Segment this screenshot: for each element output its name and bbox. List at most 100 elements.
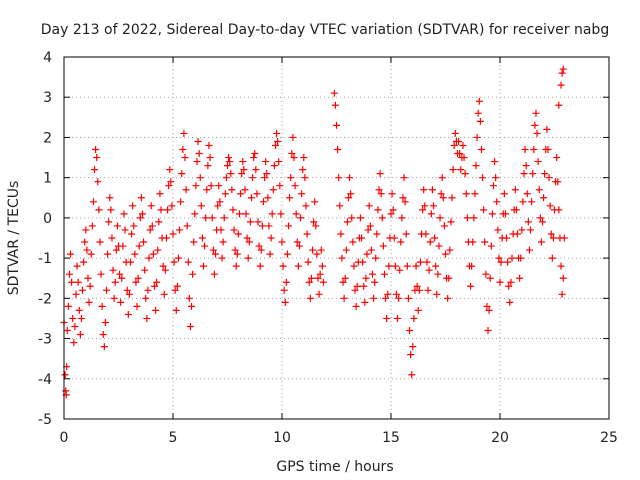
data-point [259,198,267,206]
data-point [234,230,242,238]
data-point [105,218,113,226]
data-point [343,218,351,226]
data-point [246,218,254,226]
data-point [111,278,119,286]
data-point [512,206,520,214]
data-point [489,182,497,190]
data-point [553,154,561,162]
data-point [459,141,467,149]
data-point [208,214,216,222]
data-point [217,226,225,234]
data-point [146,226,154,234]
data-point [81,238,89,246]
data-point [291,182,299,190]
data-point [427,210,435,218]
data-point [70,339,78,347]
data-point [152,306,160,314]
data-point [448,194,456,202]
data-point [338,254,346,262]
data-point [430,202,438,210]
data-point [275,158,283,166]
data-point [255,242,263,250]
data-point [96,238,104,246]
data-point [144,286,152,294]
data-point [316,270,324,278]
data-point [358,234,366,242]
data-point [495,254,503,262]
data-point [396,266,404,274]
data-point [258,222,266,230]
data-point [500,190,508,198]
data-point [494,226,502,234]
x-tick-label: 20 [491,430,509,446]
data-point [524,218,532,226]
data-point [242,210,250,218]
data-point [65,270,73,278]
data-point [132,278,140,286]
data-point [534,158,542,166]
data-point [83,246,91,254]
data-point [505,282,513,290]
data-point [135,242,143,250]
data-point [205,141,213,149]
data-point [285,222,293,230]
data-point [274,137,282,145]
data-point [153,278,161,286]
data-point [347,190,355,198]
data-point [399,194,407,202]
data-point [408,371,416,379]
data-point [435,242,443,250]
data-point [535,186,543,194]
data-point [80,258,88,266]
data-point [203,186,211,194]
data-point [362,274,370,282]
data-point [445,274,453,282]
data-point [154,246,162,254]
data-point [181,154,189,162]
data-point [439,194,447,202]
y-tick-label: -3 [38,332,52,348]
data-point [491,158,499,166]
data-point [330,89,338,97]
data-point [402,230,410,238]
data-point [178,170,186,178]
data-point [483,302,491,310]
data-point [106,194,114,202]
data-point [389,206,397,214]
y-tick-label: -5 [38,412,52,428]
data-point [75,306,83,314]
data-point [209,246,217,254]
data-point [184,258,192,266]
data-point [467,282,475,290]
data-point [194,137,202,145]
data-point [400,174,408,182]
data-point [403,262,411,270]
data-point [461,170,469,178]
data-point [544,146,552,154]
data-point [314,274,322,282]
data-point [64,302,72,310]
data-point [131,250,139,258]
data-point [421,202,429,210]
data-point [167,178,175,186]
data-point [243,234,251,242]
data-point [522,162,530,170]
data-point [215,182,223,190]
y-axis-label: SDTVAR / TECUs [6,181,22,296]
data-point [69,314,77,322]
data-point [433,290,441,298]
data-point [504,258,512,266]
data-point [416,258,424,266]
data-point [136,214,144,222]
data-point [227,170,235,178]
data-point [97,270,105,278]
data-point [537,238,545,246]
y-tick-label: 0 [43,211,52,227]
data-point [529,170,537,178]
data-point [298,190,306,198]
data-point [299,166,307,174]
data-point [497,258,505,266]
data-point [462,190,470,198]
data-point [549,234,557,242]
data-point [473,133,481,141]
